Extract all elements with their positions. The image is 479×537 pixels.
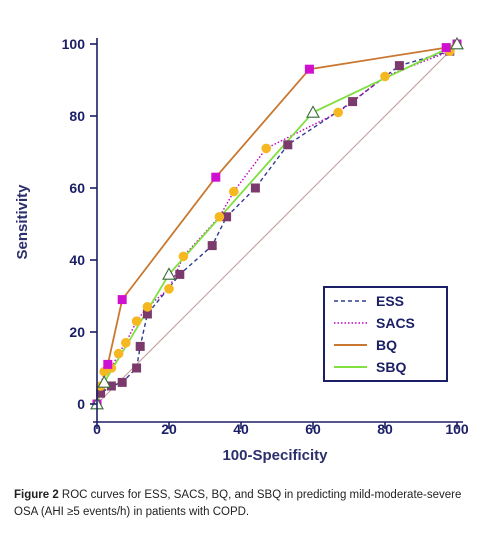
sacs-point <box>164 284 174 294</box>
roc-chart: 0 20 40 60 80 100 0 20 40 60 80 100 100-Specificity… <box>14 36 469 464</box>
reference-diagonal-line <box>96 43 458 405</box>
x-tick-label: 20 <box>161 421 177 437</box>
bq-point <box>441 43 451 53</box>
sacs-point <box>261 143 272 154</box>
bq-point <box>103 359 113 369</box>
bq-point <box>211 172 221 182</box>
bq-point <box>304 64 314 74</box>
sbq-point <box>450 36 464 50</box>
x-tick-label: 100 <box>445 421 469 437</box>
figure-caption-text: ROC curves for ESS, SACS, BQ, and SBQ in… <box>14 489 462 518</box>
sacs-point <box>121 338 131 348</box>
legend-ess-label: ESS <box>376 293 404 309</box>
ess-point <box>207 241 217 251</box>
sacs-point <box>99 366 109 377</box>
ess-point <box>222 212 232 222</box>
sacs-point <box>131 316 142 327</box>
figure-label: Figure 2 <box>14 489 59 501</box>
ess-point <box>132 363 142 373</box>
ess-point <box>142 309 152 319</box>
ess-point <box>106 381 116 391</box>
marker-layer <box>90 36 464 410</box>
ess-point <box>175 269 185 279</box>
sacs-point <box>214 212 225 222</box>
sacs-point <box>333 107 344 118</box>
reference-layer <box>96 43 458 405</box>
sacs-point <box>142 302 153 312</box>
x-axis-title: 100-Specificity <box>222 447 328 464</box>
y-tick-label: 20 <box>69 324 85 340</box>
sacs-point <box>178 251 189 262</box>
legend: ESS SACS BQ SBQ <box>323 286 448 382</box>
ess-point <box>117 377 127 387</box>
x-tick-label: 60 <box>305 421 321 437</box>
y-tick-label: 60 <box>69 180 85 196</box>
legend-bq-label: BQ <box>376 337 397 353</box>
y-axis-title: Sensitivity <box>14 184 31 260</box>
ess-point <box>394 61 404 71</box>
y-tick-label: 100 <box>62 36 86 52</box>
legend-box <box>323 286 448 382</box>
y-tick-label: 0 <box>77 396 85 412</box>
axis-layer: 0 20 40 60 80 100 0 20 40 60 80 100 <box>62 36 469 437</box>
ess-series-line <box>96 43 458 405</box>
figure-caption: Figure 2 ROC curves for ESS, SACS, BQ, a… <box>14 487 469 521</box>
sacs-point <box>229 186 239 197</box>
x-tick-label: 80 <box>377 421 393 437</box>
bq-point <box>117 295 127 305</box>
ess-point <box>348 97 358 107</box>
x-tick-label: 0 <box>93 421 101 437</box>
sbq-point <box>162 267 176 280</box>
sacs-point <box>113 348 124 359</box>
y-tick-label: 40 <box>69 252 85 268</box>
legend-sacs-label: SACS <box>376 315 415 331</box>
ess-point <box>250 183 260 193</box>
ess-point <box>96 388 106 398</box>
sbq-point <box>306 105 320 118</box>
ess-point <box>283 140 293 150</box>
y-tick-label: 80 <box>69 108 85 124</box>
legend-sbq-label: SBQ <box>376 359 406 375</box>
sacs-point <box>380 71 390 82</box>
ess-point <box>135 341 145 351</box>
x-tick-label: 40 <box>233 421 249 437</box>
sbq-point <box>97 375 112 388</box>
